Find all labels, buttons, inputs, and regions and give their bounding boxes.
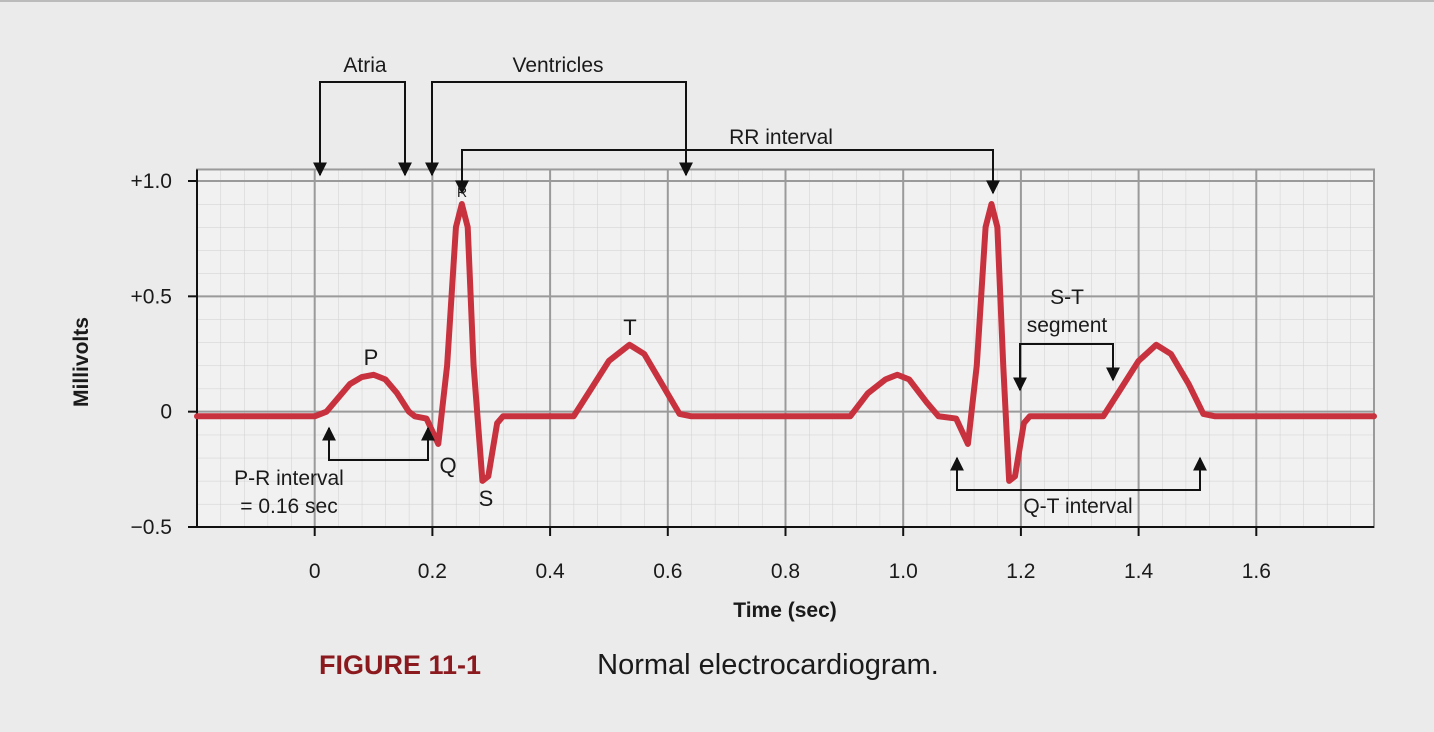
caption-text: Normal electrocardiogram.: [597, 649, 939, 681]
x-tick-label: 0.2: [418, 560, 447, 583]
x-tick-label: 0: [309, 560, 321, 583]
wave-label: P: [364, 345, 379, 370]
qt-bracket: [950, 456, 1207, 491]
caption-label: FIGURE 11-1: [319, 650, 481, 680]
pr-bracket: [322, 426, 435, 461]
ventricles-bracket: [425, 81, 693, 177]
x-tick-label: 0.6: [653, 560, 682, 583]
wave-label: R: [457, 184, 467, 200]
x-tick-label: 1.6: [1242, 560, 1271, 583]
wave-label: S: [479, 486, 494, 511]
wave-label: T: [623, 315, 636, 340]
x-axis-label: Time (sec): [733, 599, 837, 622]
y-tick-label: 0: [160, 401, 172, 424]
annotation: Ventricles: [512, 54, 603, 77]
x-tick-label: 1.2: [1006, 560, 1035, 583]
annotation: S-T: [1050, 286, 1084, 309]
annotation: RR interval: [729, 126, 833, 149]
ecg-trace: [194, 201, 1377, 484]
y-axis-label: Millivolts: [70, 317, 93, 407]
wave-label: Q: [439, 453, 456, 478]
plot: 0 0.2 0.4 0.6 0.8 1.0 1.2 1.4 1.6 −0.5 0 +0.5 +1.0: [131, 168, 1377, 583]
x-tick-label: 1.4: [1124, 560, 1154, 583]
annotation: Atria: [343, 54, 387, 77]
x-tick-label: 0.8: [771, 560, 800, 583]
annotations: Atria Ventricles RR interval S-T segment…: [234, 54, 1207, 518]
annotation: segment: [1027, 314, 1108, 337]
annotation: = 0.16 sec: [240, 495, 337, 518]
y-tick-label: +1.0: [131, 170, 172, 193]
y-tick-label: +0.5: [131, 285, 172, 308]
annotation: Q-T interval: [1023, 495, 1132, 518]
annotation: P-R interval: [234, 467, 344, 490]
y-tick-label: −0.5: [131, 516, 172, 539]
st-bracket: [1013, 343, 1120, 392]
x-tick-label: 1.0: [889, 560, 918, 583]
rr-bracket: [455, 149, 1000, 195]
x-tick-label: 0.4: [535, 560, 565, 583]
atria-bracket: [313, 81, 412, 177]
